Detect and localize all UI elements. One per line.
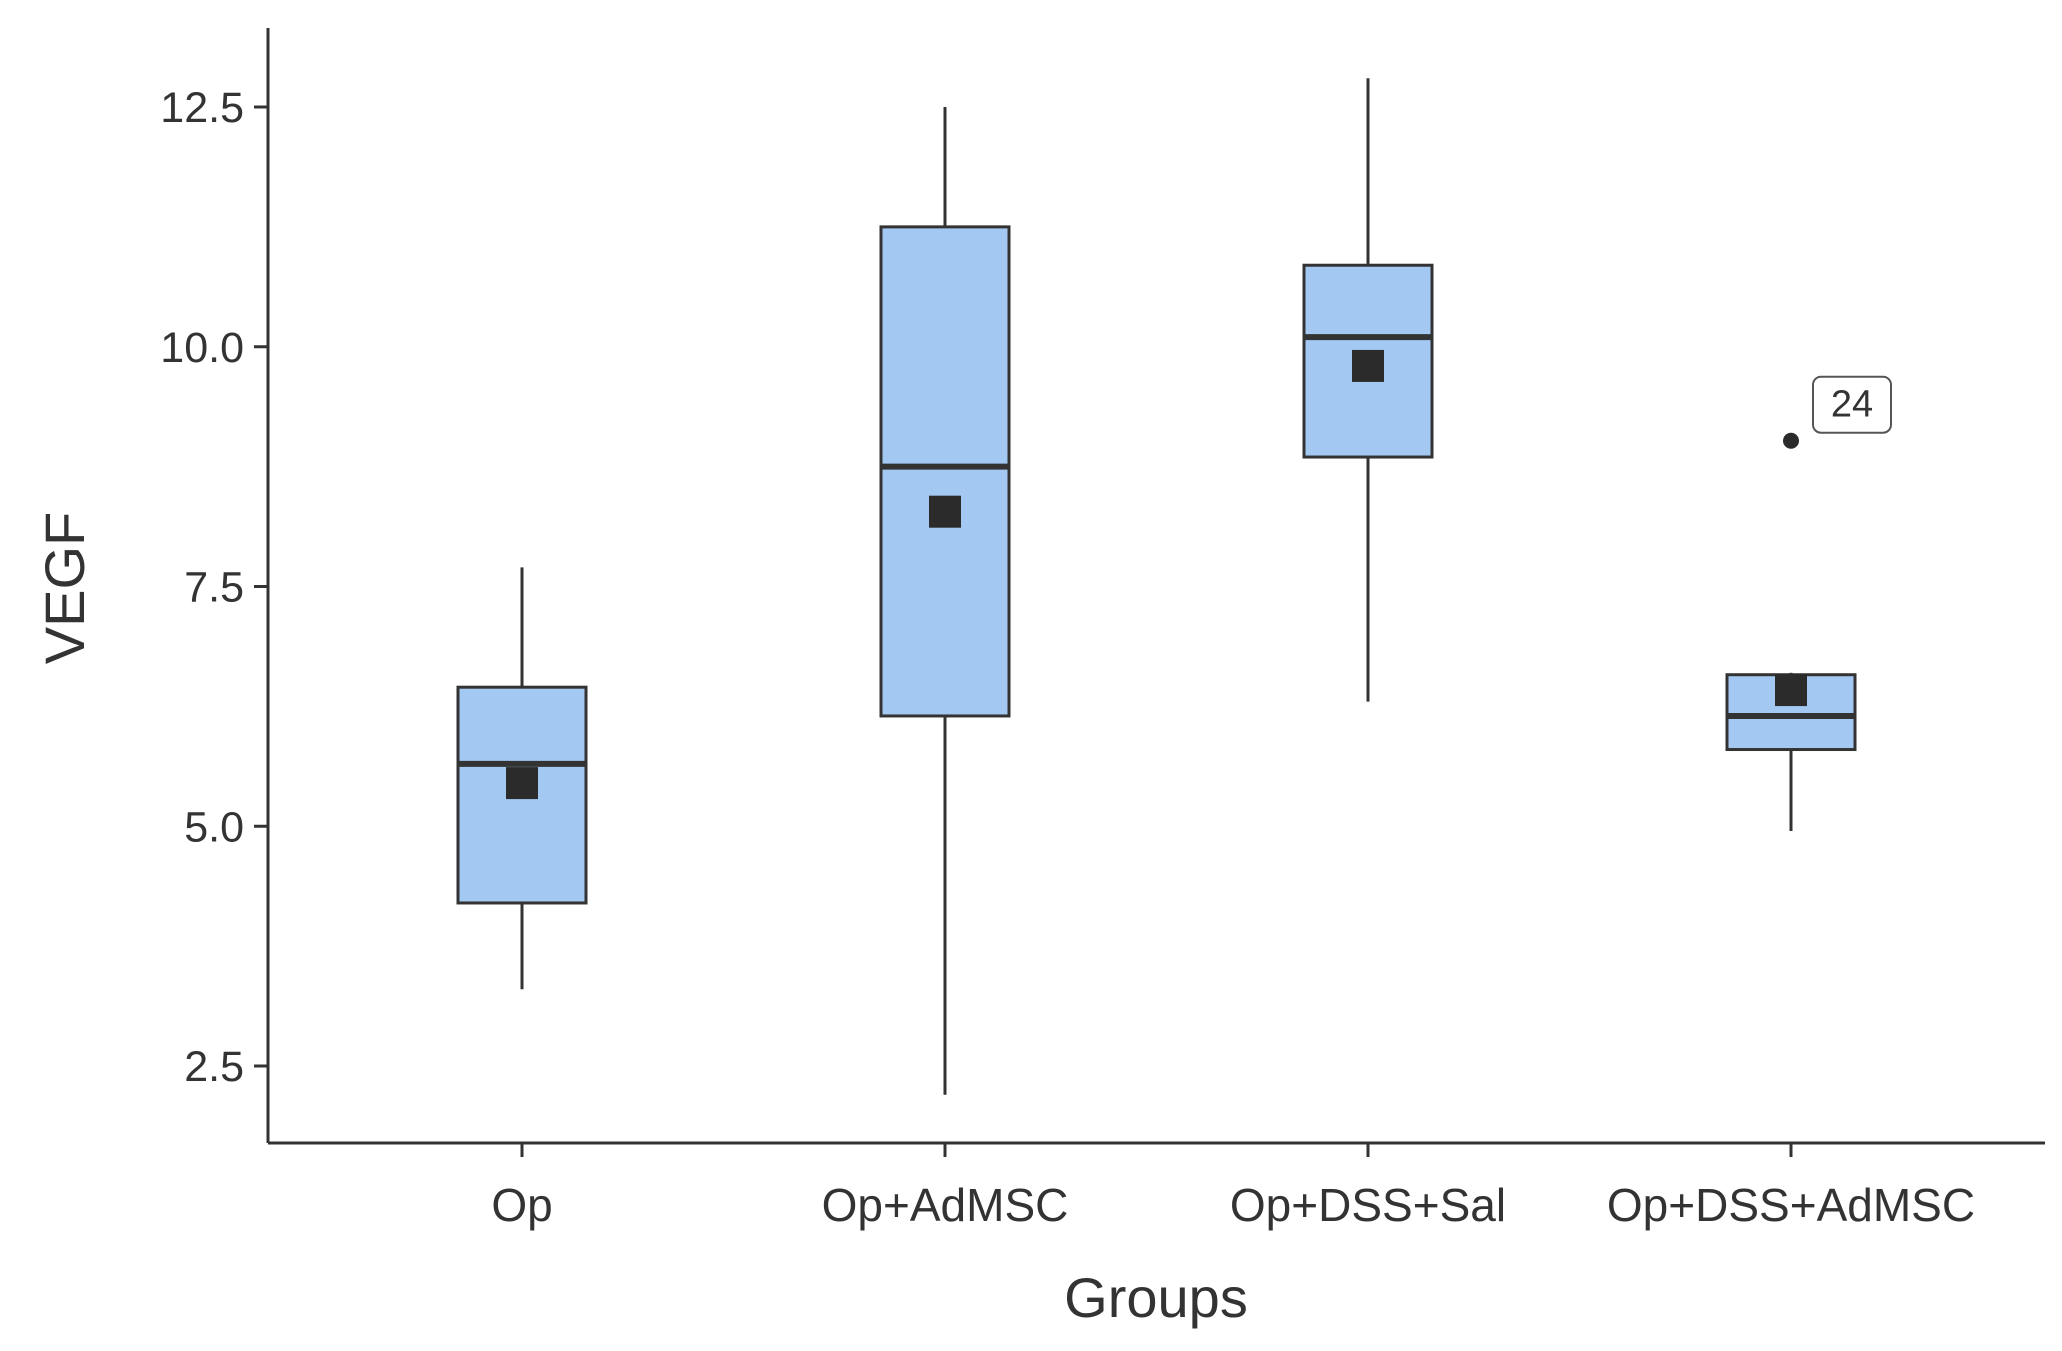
mean-marker <box>1775 674 1807 707</box>
outlier-point <box>1783 432 1799 449</box>
y-tick-label: 7.5 <box>184 564 244 612</box>
x-axis: Op Op+AdMSC Op+DSS+Sal Op+DSS+AdMSC <box>491 1143 1975 1231</box>
x-tick-label: Op+AdMSC <box>822 1179 1069 1231</box>
y-axis-title: VEGF <box>33 512 96 664</box>
x-axis-title: Groups <box>1064 1266 1248 1329</box>
mean-marker <box>506 767 538 800</box>
y-tick-label: 12.5 <box>160 84 244 132</box>
box-iqr <box>879 225 1011 718</box>
y-axis: 2.5 5.0 7.5 10.0 12.5 <box>160 84 268 1091</box>
outlier-label-box <box>1812 375 1892 434</box>
y-tick-label: 5.0 <box>184 803 244 851</box>
y-tick-label: 10.0 <box>160 324 244 372</box>
x-tick-label: Op+DSS+AdMSC <box>1607 1179 1975 1231</box>
plot-area: 24 <box>456 78 1892 1095</box>
outlier-label: 24 <box>1831 384 1873 426</box>
mean-marker <box>1352 349 1384 382</box>
mean-marker <box>929 495 961 528</box>
box-group <box>1725 672 1857 832</box>
x-tick-label: Op <box>491 1179 552 1231</box>
box-group <box>1302 78 1434 702</box>
box-group <box>456 567 588 990</box>
box-group <box>879 107 1011 1095</box>
y-tick-label: 2.5 <box>184 1043 244 1091</box>
x-tick-label: Op+DSS+Sal <box>1230 1179 1506 1231</box>
